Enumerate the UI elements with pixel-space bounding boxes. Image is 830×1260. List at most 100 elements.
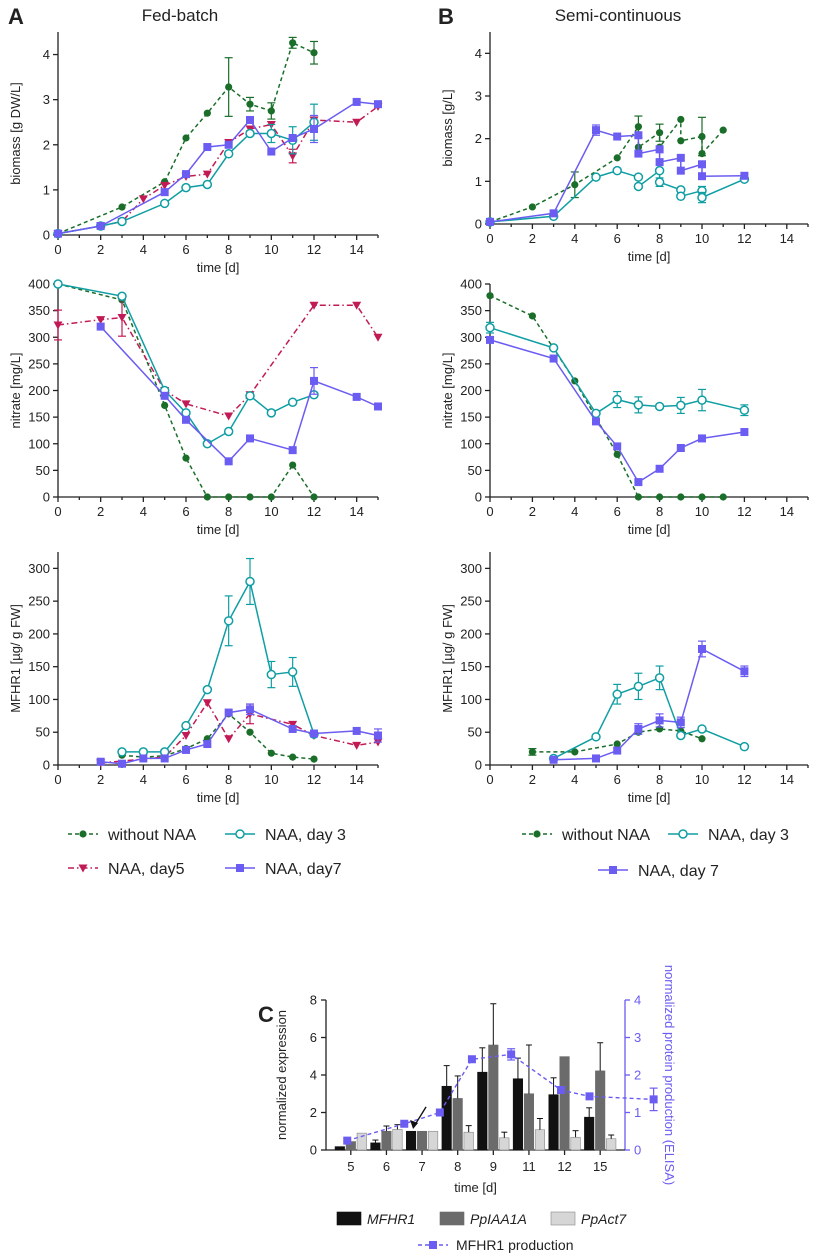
data-point-magenta (138, 195, 148, 204)
y-tick-label-a3: 300 (28, 561, 50, 576)
y2-tick-label-c: 4 (634, 993, 641, 1008)
data-point-blue (676, 718, 685, 727)
legend-marker (236, 864, 244, 872)
x-axis-label-b3: time [d] (628, 790, 671, 805)
series-green (118, 710, 318, 763)
y-tick-label-b2: 250 (460, 356, 482, 371)
y-tick-label-b3: 0 (475, 758, 482, 773)
plot-b2: 0 50 100 150 200 250 300 350 400 0 2 4 6 8 10 12 14 time … (440, 277, 809, 537)
x-tick-label-b2: 0 (486, 504, 493, 519)
data-point-teal (159, 198, 170, 209)
legend-swatch (336, 1211, 362, 1226)
data-point-blue (246, 434, 254, 443)
data-point-green (698, 150, 706, 158)
data-point-blue (352, 392, 361, 401)
data-point-magenta (352, 741, 362, 750)
x-tick-label-a3: 12 (307, 772, 321, 787)
bar-black (334, 1146, 345, 1151)
data-point-green (310, 493, 318, 501)
x-tick-label-a3: 8 (225, 772, 232, 787)
x-tick-label-b1: 2 (529, 231, 536, 246)
series-blue (54, 97, 382, 238)
data-point-magenta (160, 181, 170, 190)
legends-layer: without NAA NAA, day 3 NAA, day5 NAA, day7 w… (68, 827, 789, 1253)
data-point-green (571, 748, 579, 756)
series-line-magenta (57, 304, 379, 417)
data-point-blue (634, 131, 643, 140)
panel-title-b: Semi-continuous (555, 6, 682, 25)
y2-tick-label-c: 2 (634, 1068, 641, 1083)
production-point (400, 1119, 409, 1128)
legend-swatch (439, 1211, 465, 1226)
data-point-magenta (309, 301, 319, 310)
data-point-teal (633, 400, 644, 410)
bar-lgray (499, 1137, 510, 1151)
y-tick-label-a3: 100 (28, 692, 50, 707)
legend-label: MFHR1 production (456, 1237, 574, 1253)
data-point-teal (633, 681, 644, 692)
series-line-magenta (100, 701, 379, 764)
series-line-blue (100, 326, 379, 463)
data-point-blue (352, 97, 361, 106)
y-axis-label-a2: nitrate [mg/L] (8, 353, 23, 429)
data-point-blue (634, 478, 643, 487)
series-line-blue (57, 101, 379, 235)
data-point-green (528, 312, 537, 320)
data-point-blue (655, 145, 664, 154)
x-axis-label-a3: time [d] (197, 790, 240, 805)
panel-letter-a: A (8, 4, 24, 29)
data-point-blue (613, 442, 622, 451)
data-point-blue (549, 755, 558, 764)
data-point-green (289, 461, 297, 469)
production-point (435, 1108, 444, 1117)
data-point-blue (592, 417, 600, 426)
y-tick-label-a2: 50 (36, 463, 50, 478)
data-point-magenta (181, 732, 191, 741)
data-point-teal (245, 128, 255, 139)
series-magenta (53, 298, 383, 421)
series-line-blue (489, 129, 745, 223)
x-tick-label-b2: 12 (737, 504, 751, 519)
data-point-magenta (202, 699, 212, 708)
data-point-blue (246, 705, 254, 714)
bar-lgray (392, 1129, 403, 1151)
bar-black (406, 1130, 417, 1151)
y-tick-label-a1: 3 (43, 92, 50, 107)
data-point-teal (654, 401, 665, 412)
data-point-blue (374, 731, 382, 740)
data-point-teal (697, 192, 707, 203)
data-point-blue (592, 754, 600, 763)
x-tick-label-a2: 12 (307, 504, 321, 519)
legend-a-naa-day7: NAA, day7 (225, 861, 342, 878)
data-point-green (310, 49, 318, 57)
x-tick-label-a1: 14 (349, 242, 363, 257)
series-teal (117, 557, 319, 757)
data-point-blue (246, 115, 254, 124)
data-point-teal (223, 426, 234, 437)
data-point-magenta (117, 314, 127, 323)
x-tick-label-a3: 14 (349, 772, 363, 787)
x-tick-label-b1: 10 (695, 231, 709, 246)
legend-label: NAA, day 3 (708, 827, 789, 844)
data-point-teal (676, 730, 686, 741)
data-point-blue (139, 754, 148, 763)
data-point-magenta (53, 321, 63, 330)
bar-black (584, 1116, 595, 1151)
data-point-blue (655, 716, 664, 725)
series-green (486, 292, 727, 501)
x-tick-label-a1: 0 (54, 242, 61, 257)
legend-c-mfhr1: MFHR1 (336, 1211, 415, 1227)
data-point-green (182, 134, 190, 142)
x-tick-label-a3: 0 (54, 772, 61, 787)
x-tick-label-a2: 4 (140, 504, 147, 519)
y-tick-label-b2: 350 (460, 303, 482, 318)
y-tick-label-b2: 50 (468, 463, 482, 478)
legend-swatch (550, 1211, 576, 1226)
legend-label: NAA, day 7 (638, 863, 719, 880)
x-tick-label-b2: 4 (571, 504, 578, 519)
x-axis-label-a1: time [d] (197, 260, 240, 275)
data-point-blue (54, 229, 62, 238)
